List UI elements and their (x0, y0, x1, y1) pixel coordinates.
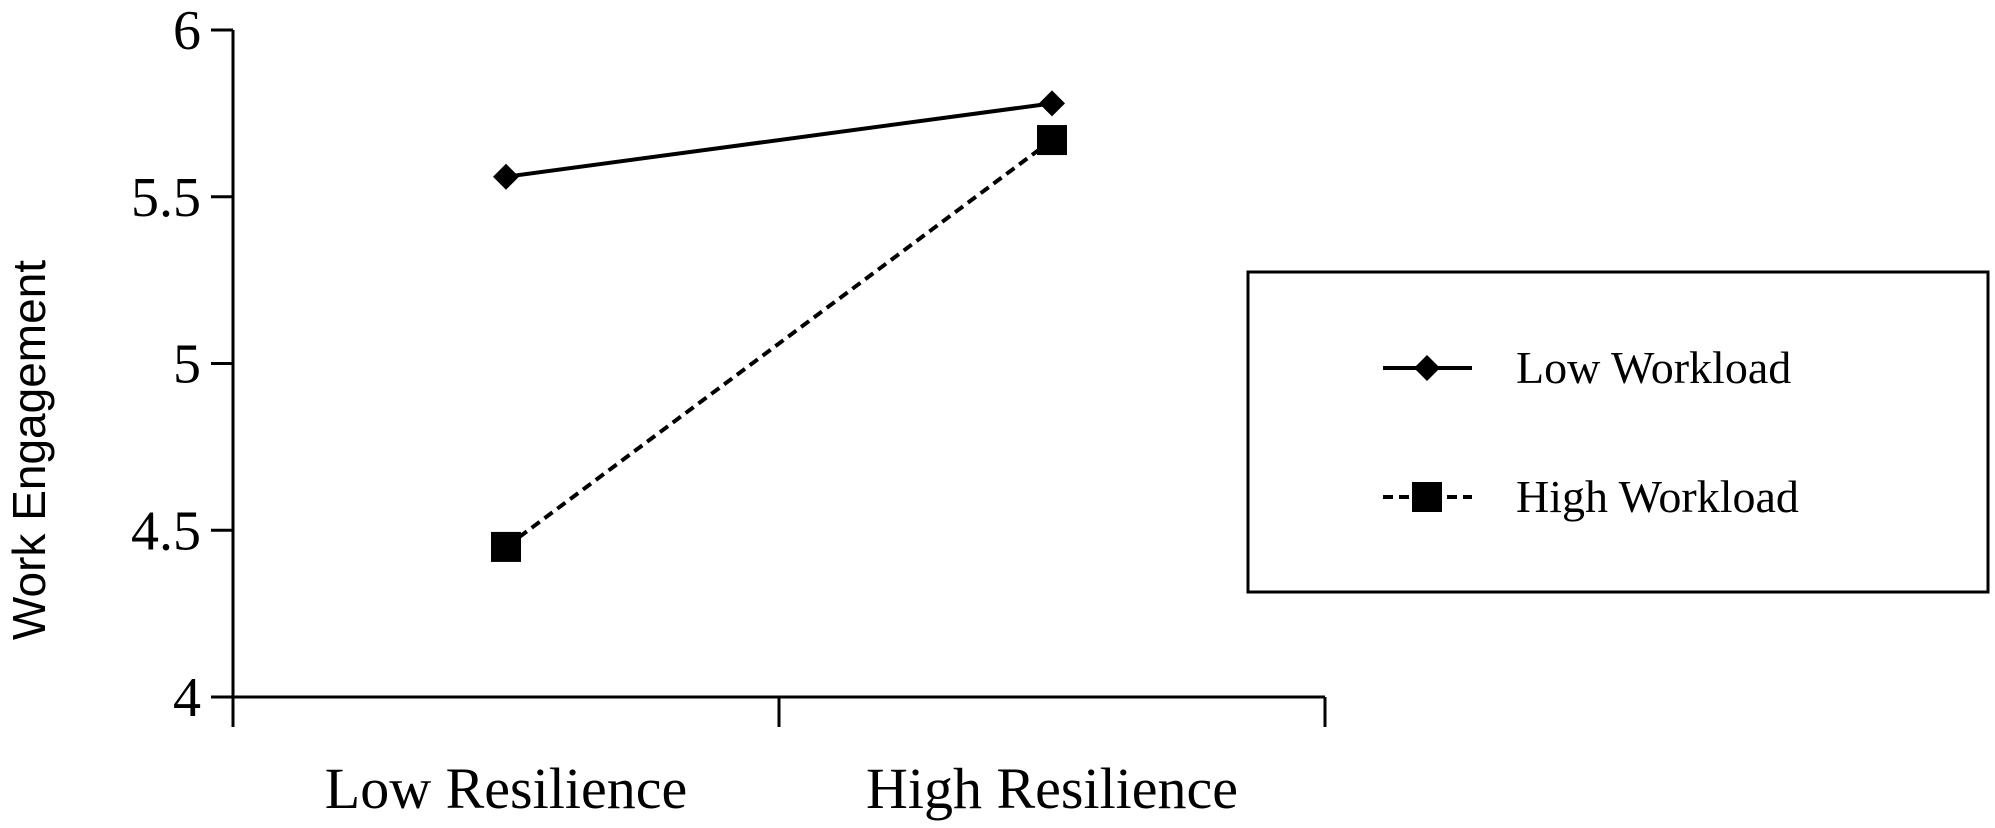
series-2 (491, 125, 1067, 562)
data-point (1039, 90, 1065, 117)
series-line (505, 101, 1053, 179)
legend-item: Low Workload (1383, 342, 1791, 393)
legend-item: High Workload (1383, 471, 1799, 522)
y-tick-label: 6 (173, 0, 201, 62)
legend-marker (1414, 355, 1440, 381)
legend-label: High Workload (1516, 471, 1799, 522)
data-point (491, 531, 521, 562)
legend-marker (1412, 482, 1442, 512)
series-layer (491, 90, 1067, 562)
x-tick-label: High Resilience (866, 756, 1238, 821)
y-ticks: 4 4.5 5 5.5 6 (131, 0, 233, 729)
y-tick-label: 4 (173, 667, 201, 729)
data-point (1037, 125, 1067, 156)
legend-box (1246, 270, 1990, 594)
x-ticks: Low Resilience High Resilience (231, 697, 1327, 821)
y-axis-label: Work Engagement (3, 260, 55, 640)
series-line (504, 138, 1054, 549)
x-tick-label: Low Resilience (325, 756, 687, 821)
y-tick-label: 5 (173, 334, 201, 396)
data-point (493, 163, 519, 190)
series-1 (493, 90, 1065, 190)
y-tick-label: 4.5 (131, 500, 201, 562)
legend: Low Workload High Workload (1246, 270, 1990, 594)
y-tick-label: 5.5 (131, 167, 201, 229)
legend-label: Low Workload (1516, 342, 1791, 393)
legend-items: Low Workload High Workload (1383, 342, 1799, 522)
